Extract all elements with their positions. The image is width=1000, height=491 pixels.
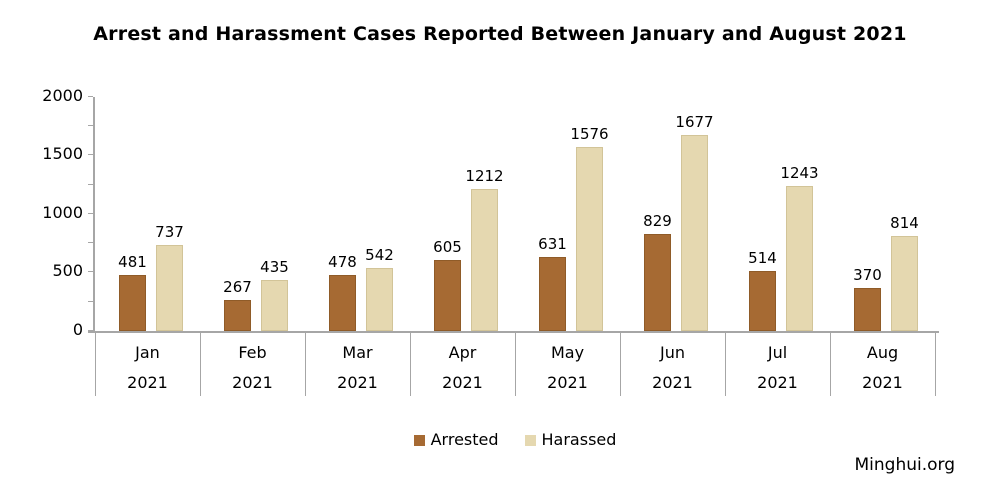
x-axis-month-label: Jul xyxy=(767,343,788,362)
bar-harassed-jun xyxy=(681,135,708,331)
arrested-swatch-icon xyxy=(413,434,425,446)
x-axis-divider xyxy=(830,332,831,396)
plot-area: 0 500 1000 1500 2000 481 737 267 435 478 542 605 12… xyxy=(42,87,939,339)
x-axis-month-label: Apr xyxy=(448,343,477,362)
bar-value-label: 814 xyxy=(890,214,919,232)
bar-harassed-aug xyxy=(891,236,918,331)
y-axis-label: 1500 xyxy=(42,144,83,163)
x-axis-divider xyxy=(515,332,516,396)
legend-label-arrested: Arrested xyxy=(430,430,499,449)
bar-arrested-apr xyxy=(434,260,461,331)
bar-value-label: 514 xyxy=(748,249,777,267)
x-axis-year-label: 2021 xyxy=(442,373,483,392)
bar-harassed-feb xyxy=(261,280,288,331)
y-axis-tick xyxy=(88,154,93,155)
bar-value-label: 370 xyxy=(853,266,882,284)
x-axis-month-label: Jun xyxy=(660,343,685,362)
y-axis-line xyxy=(93,97,95,333)
bar-value-label: 1212 xyxy=(465,167,504,185)
x-axis-month-label: Aug xyxy=(866,343,899,362)
harassed-swatch-icon xyxy=(524,434,536,446)
bar-arrested-jul xyxy=(749,271,776,331)
y-axis-tick xyxy=(88,213,93,214)
bar-arrested-jun xyxy=(644,234,671,331)
bar-arrested-jan xyxy=(119,275,146,331)
y-axis-label: 0 xyxy=(72,320,83,339)
x-axis-year-label: 2021 xyxy=(757,373,798,392)
x-axis-year-label: 2021 xyxy=(547,373,588,392)
x-axis-line xyxy=(88,331,939,333)
x-axis-month-label: May xyxy=(550,343,585,362)
bar-value-label: 1576 xyxy=(570,125,609,143)
x-axis: Jan 2021 Feb 2021 Mar 2021 Apr 2021 May 2021 Jun 20… xyxy=(95,331,936,396)
x-axis-divider xyxy=(200,332,201,396)
x-axis-year-label: 2021 xyxy=(232,373,273,392)
y-axis-tick xyxy=(88,330,93,331)
bar-value-label: 1677 xyxy=(675,113,714,131)
y-axis-label: 500 xyxy=(52,261,83,280)
chart-title: Arrest and Harassment Cases Reported Bet… xyxy=(93,23,907,45)
x-axis-year-label: 2021 xyxy=(862,373,903,392)
x-axis-divider xyxy=(95,332,96,396)
bar-harassed-jul xyxy=(786,186,813,331)
y-axis-tick xyxy=(88,301,93,302)
y-axis-label: 2000 xyxy=(42,86,83,105)
bar-value-label: 481 xyxy=(118,253,147,271)
bar-value-label: 267 xyxy=(223,278,252,296)
x-axis-year-label: 2021 xyxy=(652,373,693,392)
bar-value-label: 478 xyxy=(328,253,357,271)
y-axis-label: 1000 xyxy=(42,203,83,222)
y-axis-tick xyxy=(88,184,93,185)
x-axis-year-label: 2021 xyxy=(337,373,378,392)
bar-harassed-jan xyxy=(156,245,183,331)
x-axis-divider xyxy=(725,332,726,396)
bar-value-label: 605 xyxy=(433,238,462,256)
legend: Arrested Harassed xyxy=(0,430,1000,450)
bar-harassed-apr xyxy=(471,189,498,331)
y-axis-tick xyxy=(88,96,93,97)
y-axis-tick xyxy=(88,125,93,126)
x-axis-divider xyxy=(410,332,411,396)
bar-value-label: 435 xyxy=(260,258,289,276)
legend-label-harassed: Harassed xyxy=(541,430,617,449)
x-axis-divider xyxy=(305,332,306,396)
x-axis-year-label: 2021 xyxy=(127,373,168,392)
bar-harassed-may xyxy=(576,147,603,331)
bar-arrested-may xyxy=(539,257,566,331)
x-axis-month-label: Mar xyxy=(342,343,373,362)
x-axis-month-label: Feb xyxy=(238,343,267,362)
x-axis-month-label: Jan xyxy=(135,343,160,362)
bar-arrested-aug xyxy=(854,288,881,331)
bar-harassed-mar xyxy=(366,268,393,331)
bar-value-label: 737 xyxy=(155,223,184,241)
x-axis-divider xyxy=(935,332,936,396)
x-axis-divider xyxy=(620,332,621,396)
bar-arrested-feb xyxy=(224,300,251,331)
bar-value-label: 829 xyxy=(643,212,672,230)
bar-value-label: 542 xyxy=(365,246,394,264)
bar-value-label: 1243 xyxy=(780,164,819,182)
legend-item-harassed: Harassed xyxy=(524,430,617,450)
bar-value-label: 631 xyxy=(538,235,567,253)
y-axis-tick xyxy=(88,271,93,272)
legend-item-arrested: Arrested xyxy=(413,430,499,450)
watermark: Minghui.org xyxy=(854,455,955,475)
bar-arrested-mar xyxy=(329,275,356,331)
y-axis-tick xyxy=(88,242,93,243)
